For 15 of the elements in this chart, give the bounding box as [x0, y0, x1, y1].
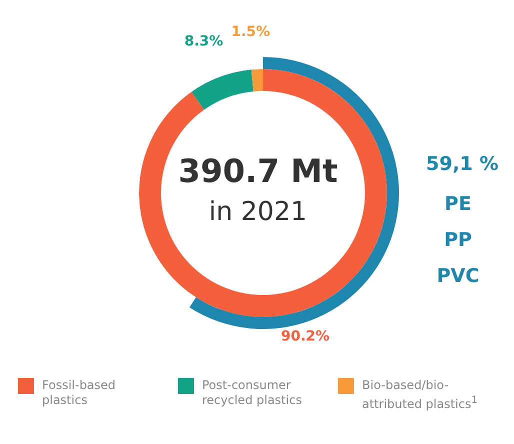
data-label: 1.5% — [231, 24, 270, 40]
legend-label: Post-consumer recycled plastics — [202, 378, 303, 408]
data-label: 90.2% — [280, 328, 330, 345]
data-label: 8.3% — [184, 34, 224, 50]
donut-slice — [139, 69, 387, 317]
legend-label: Bio-based/bio-attributed plastics$^{1}$ — [362, 378, 478, 412]
data-label: 59,1 % — [426, 153, 499, 175]
legend-label: Fossil-based plastics — [42, 378, 117, 408]
text: in 2021 — [208, 197, 308, 227]
donut-slice — [191, 70, 254, 110]
text: 390.7 Mt — [178, 152, 338, 190]
text: PE — [444, 193, 472, 215]
text: PVC — [436, 265, 480, 287]
text: PP — [444, 229, 472, 251]
donut-slice — [251, 69, 263, 92]
